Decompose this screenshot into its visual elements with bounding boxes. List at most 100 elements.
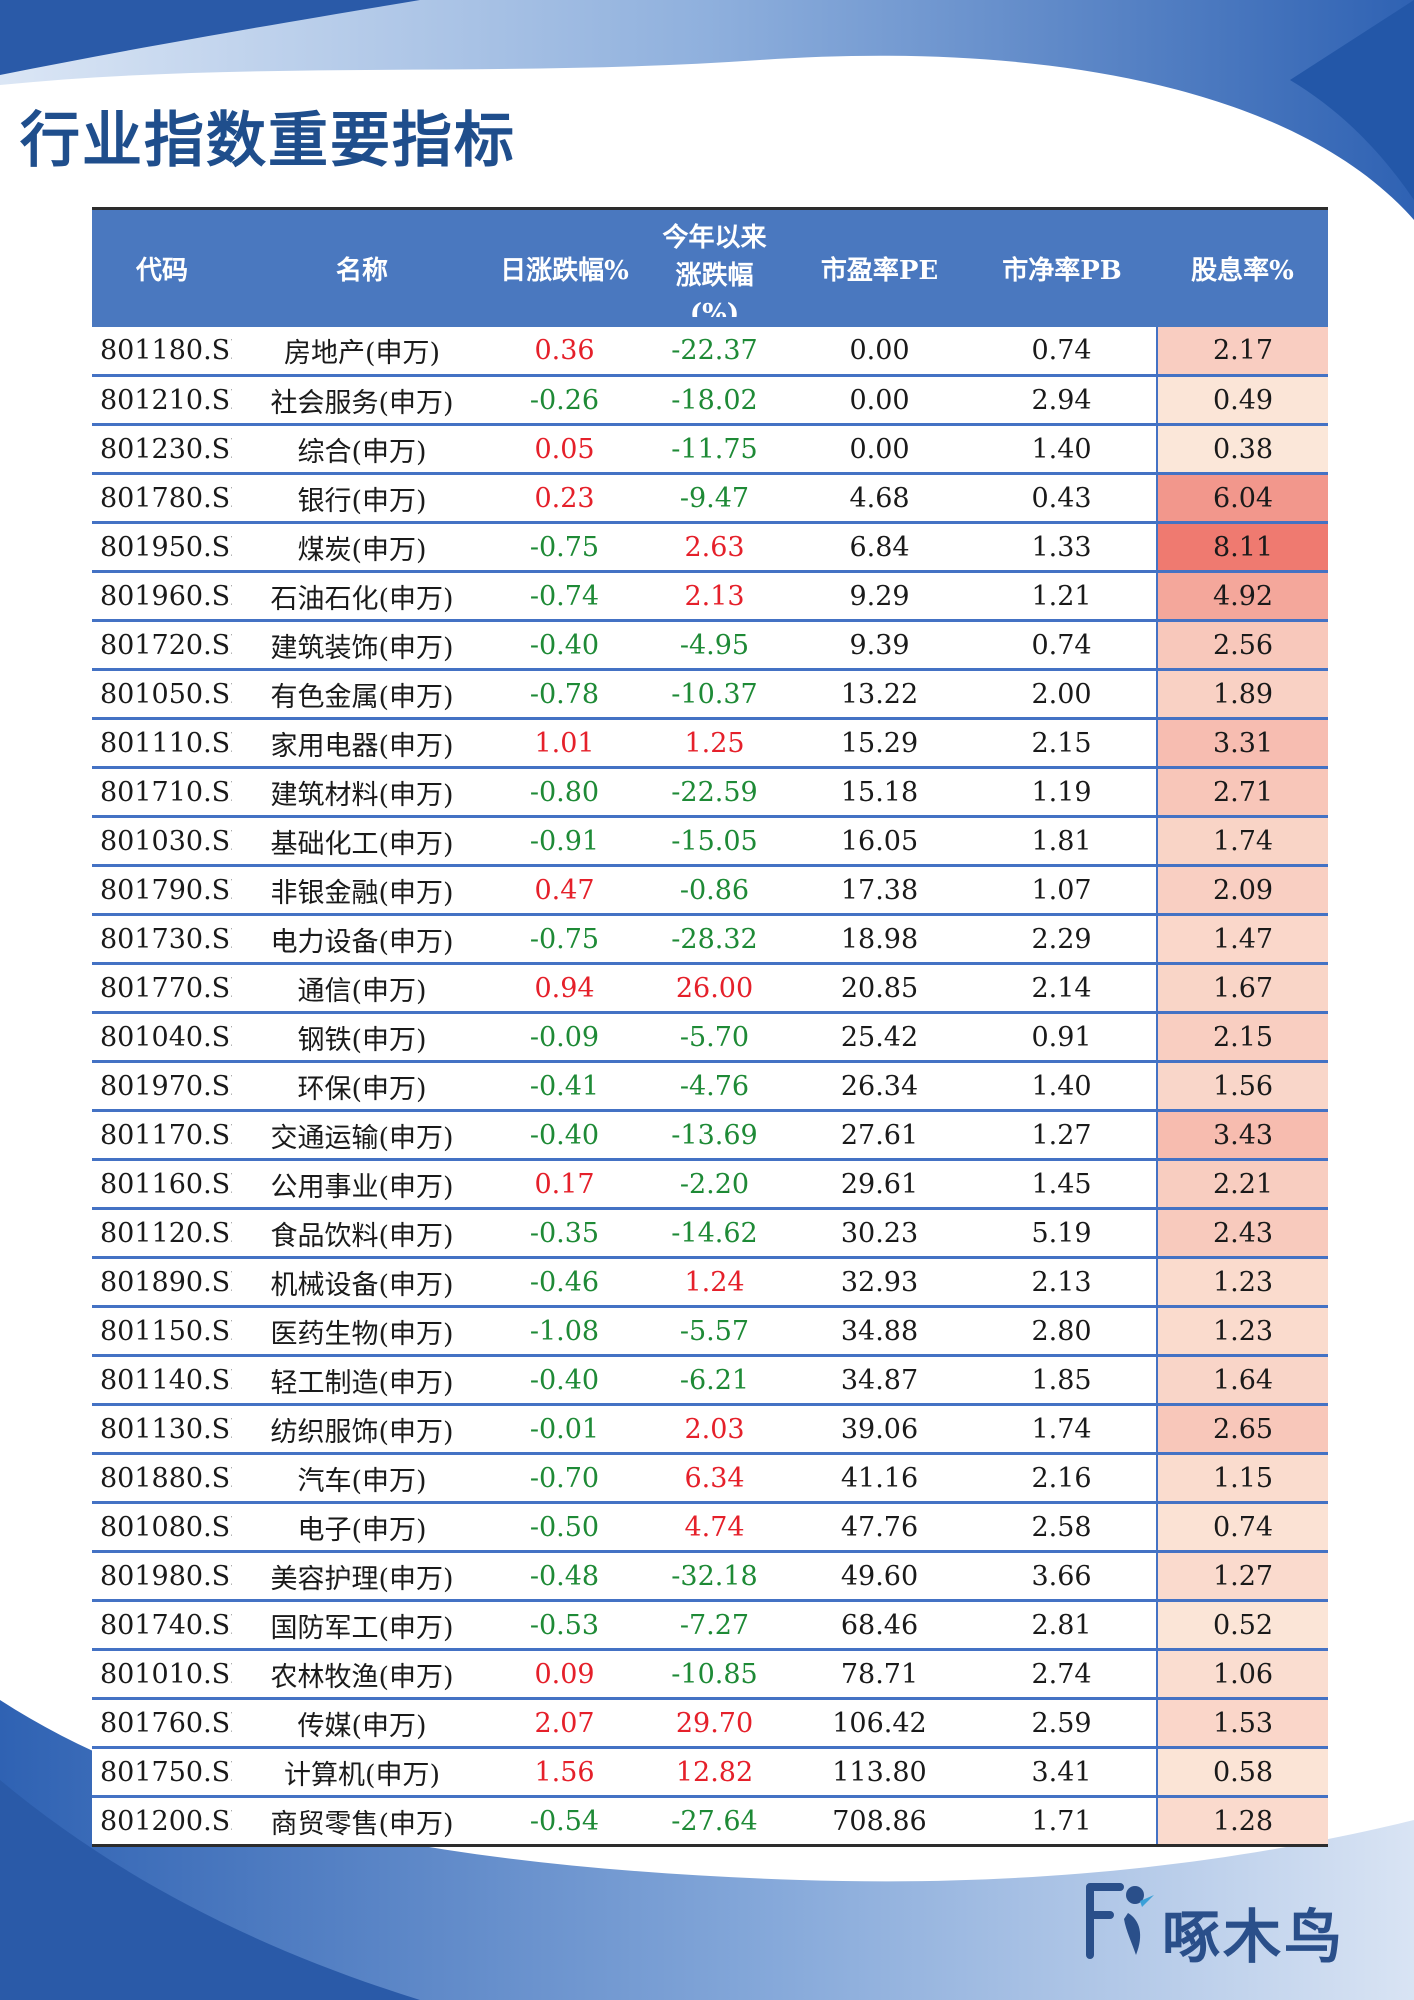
cell-dividend: 1.53 [1156,1698,1328,1749]
header-ytd-change[interactable]: 今年以来 涨跌幅 (%) [637,207,792,327]
cell-ytd-change: -5.70 [637,1012,792,1063]
cell-pb: 0.91 [967,1012,1157,1063]
cell-pb: 1.21 [967,571,1157,622]
cell-ytd-change: -22.37 [637,326,792,377]
cell-code: 801790.SI [92,865,232,916]
cell-name: 基础化工(申万) [232,816,492,867]
cell-dividend: 1.15 [1156,1453,1328,1504]
cell-ytd-change: -28.32 [637,914,792,965]
cell-dividend: 2.56 [1156,620,1328,671]
cell-pe: 9.39 [792,620,967,671]
table-row[interactable]: 801230.SI 综合(申万) 0.05 -11.75 0.00 1.40 0.38 [92,424,1328,475]
cell-pe: 16.05 [792,816,967,867]
table-row[interactable]: 801180.SI 房地产(申万) 0.36 -22.37 0.00 0.74 2.17 [92,326,1328,377]
page-title: 行业指数重要指标 [20,106,516,176]
table-row[interactable]: 801890.SI 机械设备(申万) -0.46 1.24 32.93 2.13 1.23 [92,1257,1328,1308]
cell-daily-change: 1.01 [492,718,637,769]
table-row[interactable]: 801740.SI 国防军工(申万) -0.53 -7.27 68.46 2.81 0.52 [92,1600,1328,1651]
cell-dividend: 3.31 [1156,718,1328,769]
cell-pb: 2.81 [967,1600,1157,1651]
cell-pb: 3.41 [967,1747,1157,1798]
cell-pe: 9.29 [792,571,967,622]
table-row[interactable]: 801140.SI 轻工制造(申万) -0.40 -6.21 34.87 1.85 1.64 [92,1355,1328,1406]
cell-name: 石油石化(申万) [232,571,492,622]
table-row[interactable]: 801170.SI 交通运输(申万) -0.40 -13.69 27.61 1.27 3.4… [92,1110,1328,1161]
cell-name: 环保(申万) [232,1061,492,1112]
table-row[interactable]: 801760.SI 传媒(申万) 2.07 29.70 106.42 2.59 1.53 [92,1698,1328,1749]
cell-ytd-change: -14.62 [637,1208,792,1259]
table-row[interactable]: 801130.SI 纺织服饰(申万) -0.01 2.03 39.06 1.74 2.65 [92,1404,1328,1455]
cell-dividend: 4.92 [1156,571,1328,622]
cell-code: 801760.SI [92,1698,232,1749]
cell-ytd-change: 6.34 [637,1453,792,1504]
cell-pe: 29.61 [792,1159,967,1210]
brand-logo-text: 啄木鸟 [1162,1903,1346,1971]
table-row[interactable]: 801780.SI 银行(申万) 0.23 -9.47 4.68 0.43 6.04 [92,473,1328,524]
table-row[interactable]: 801710.SI 建筑材料(申万) -0.80 -22.59 15.18 1.19 2.7… [92,767,1328,818]
table-body: 801180.SI 房地产(申万) 0.36 -22.37 0.00 0.74 2.17 80… [92,326,1328,1847]
cell-ytd-change: 2.63 [637,522,792,573]
cell-ytd-change: 1.25 [637,718,792,769]
cell-daily-change: -0.48 [492,1551,637,1602]
header-pe[interactable]: 市盈率PE [792,207,967,327]
cell-pb: 2.74 [967,1649,1157,1700]
table-row[interactable]: 801750.SI 计算机(申万) 1.56 12.82 113.80 3.41 0.58 [92,1747,1328,1798]
cell-pe: 39.06 [792,1404,967,1455]
cell-pb: 1.33 [967,522,1157,573]
table-row[interactable]: 801720.SI 建筑装饰(申万) -0.40 -4.95 9.39 0.74 2.56 [92,620,1328,671]
cell-dividend: 1.47 [1156,914,1328,965]
cell-ytd-change: -10.85 [637,1649,792,1700]
table-row[interactable]: 801040.SI 钢铁(申万) -0.09 -5.70 25.42 0.91 2.15 [92,1012,1328,1063]
table-row[interactable]: 801770.SI 通信(申万) 0.94 26.00 20.85 2.14 1.67 [92,963,1328,1014]
cell-pb: 2.14 [967,963,1157,1014]
cell-name: 钢铁(申万) [232,1012,492,1063]
header-pb[interactable]: 市净率PB [967,207,1157,327]
table-row[interactable]: 801970.SI 环保(申万) -0.41 -4.76 26.34 1.40 1.56 [92,1061,1328,1112]
cell-daily-change: -0.54 [492,1796,637,1847]
cell-daily-change: 0.23 [492,473,637,524]
cell-pb: 1.74 [967,1404,1157,1455]
header-dividend[interactable]: 股息率% [1157,207,1328,327]
table-row[interactable]: 801150.SI 医药生物(申万) -1.08 -5.57 34.88 2.80 1.23 [92,1306,1328,1357]
header-daily-change[interactable]: 日涨跌幅% [492,207,637,327]
table-row[interactable]: 801950.SI 煤炭(申万) -0.75 2.63 6.84 1.33 8.11 [92,522,1328,573]
cell-ytd-change: -27.64 [637,1796,792,1847]
cell-code: 801150.SI [92,1306,232,1357]
table-header-row: 代码 名称 日涨跌幅% 今年以来 涨跌幅 (%) 市盈率PE 市净率PB 股息率… [92,207,1328,327]
cell-code: 801710.SI [92,767,232,818]
table-row[interactable]: 801010.SI 农林牧渔(申万) 0.09 -10.85 78.71 2.74 1.06 [92,1649,1328,1700]
table-row[interactable]: 801080.SI 电子(申万) -0.50 4.74 47.76 2.58 0.74 [92,1502,1328,1553]
cell-code: 801160.SI [92,1159,232,1210]
table-row[interactable]: 801730.SI 电力设备(申万) -0.75 -28.32 18.98 2.29 1.4… [92,914,1328,965]
table-row[interactable]: 801160.SI 公用事业(申万) 0.17 -2.20 29.61 1.45 2.21 [92,1159,1328,1210]
cell-dividend: 0.58 [1156,1747,1328,1798]
table-row[interactable]: 801790.SI 非银金融(申万) 0.47 -0.86 17.38 1.07 2.09 [92,865,1328,916]
cell-code: 801740.SI [92,1600,232,1651]
cell-code: 801980.SI [92,1551,232,1602]
table-row[interactable]: 801880.SI 汽车(申万) -0.70 6.34 41.16 2.16 1.15 [92,1453,1328,1504]
table-row[interactable]: 801050.SI 有色金属(申万) -0.78 -10.37 13.22 2.00 1.8… [92,669,1328,720]
table-row[interactable]: 801110.SI 家用电器(申万) 1.01 1.25 15.29 2.15 3.31 [92,718,1328,769]
cell-pb: 1.27 [967,1110,1157,1161]
cell-pb: 0.74 [967,326,1157,377]
cell-dividend: 1.64 [1156,1355,1328,1406]
cell-ytd-change: -7.27 [637,1600,792,1651]
cell-ytd-change: -5.57 [637,1306,792,1357]
table-row[interactable]: 801200.SI 商贸零售(申万) -0.54 -27.64 708.86 1.71 1.… [92,1796,1328,1847]
cell-name: 国防军工(申万) [232,1600,492,1651]
cell-pb: 1.07 [967,865,1157,916]
table-row[interactable]: 801030.SI 基础化工(申万) -0.91 -15.05 16.05 1.81 1.7… [92,816,1328,867]
cell-dividend: 0.52 [1156,1600,1328,1651]
cell-dividend: 0.38 [1156,424,1328,475]
cell-pb: 2.94 [967,375,1157,426]
table-row[interactable]: 801960.SI 石油石化(申万) -0.74 2.13 9.29 1.21 4.92 [92,571,1328,622]
cell-code: 801030.SI [92,816,232,867]
table-row[interactable]: 801980.SI 美容护理(申万) -0.48 -32.18 49.60 3.66 1.2… [92,1551,1328,1602]
header-name[interactable]: 名称 [232,207,492,327]
cell-pe: 78.71 [792,1649,967,1700]
header-code[interactable]: 代码 [92,207,232,327]
table-row[interactable]: 801120.SI 食品饮料(申万) -0.35 -14.62 30.23 5.19 2.4… [92,1208,1328,1259]
cell-code: 801180.SI [92,326,232,377]
table-row[interactable]: 801210.SI 社会服务(申万) -0.26 -18.02 0.00 2.94 0.49 [92,375,1328,426]
cell-dividend: 1.28 [1156,1796,1328,1847]
